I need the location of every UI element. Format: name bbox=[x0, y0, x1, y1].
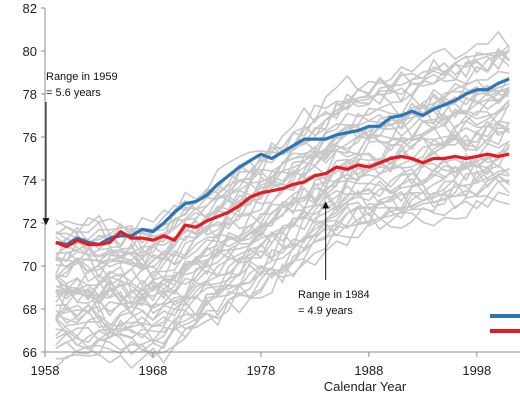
background-series-line bbox=[55, 175, 510, 344]
y-tick-label: 76 bbox=[23, 130, 37, 145]
annotation-1984-arrowhead bbox=[322, 201, 330, 209]
background-series-line bbox=[55, 140, 510, 315]
background-series-line bbox=[55, 169, 510, 355]
annotation-1959: Range in 1959 = 5.6 years bbox=[46, 71, 118, 99]
background-series-line bbox=[55, 191, 510, 360]
annotation-line: Range in 1959 bbox=[46, 71, 118, 83]
legend bbox=[490, 314, 520, 333]
x-tick-label: 1988 bbox=[354, 363, 383, 378]
background-series-line bbox=[55, 127, 510, 300]
background-series-line bbox=[55, 174, 510, 370]
annotation-line: Range in 1984 bbox=[298, 289, 370, 301]
y-tick-label: 78 bbox=[23, 87, 37, 102]
y-tick-label: 66 bbox=[23, 345, 37, 360]
background-series-line bbox=[55, 158, 510, 344]
annotation-1984: Range in 1984 = 4.9 years bbox=[298, 289, 370, 317]
background-series-line bbox=[55, 48, 510, 247]
background-series-line bbox=[55, 147, 510, 333]
background-series-line bbox=[55, 120, 510, 301]
y-tick-label: 82 bbox=[23, 1, 37, 16]
annotation-1959-arrowhead bbox=[42, 218, 50, 226]
highlight-series-group bbox=[55, 77, 510, 249]
background-series-line bbox=[55, 167, 510, 340]
x-tick-label: 1958 bbox=[31, 363, 60, 378]
y-tick-label: 74 bbox=[23, 173, 37, 188]
background-series-line bbox=[55, 70, 510, 257]
x-tick-label: 1978 bbox=[246, 363, 275, 378]
red-series-line bbox=[55, 152, 510, 249]
background-series-line bbox=[55, 168, 510, 360]
y-tick-label: 68 bbox=[23, 302, 37, 317]
x-axis-title: Calendar Year bbox=[324, 379, 407, 394]
annotations: Range in 1959 = 5.6 years Range in 1984 = 4… bbox=[42, 71, 370, 317]
background-series-line bbox=[55, 122, 510, 305]
background-series-group bbox=[55, 30, 510, 370]
y-tick-label: 72 bbox=[23, 216, 37, 231]
x-tick-label: 1968 bbox=[138, 363, 167, 378]
background-series-line bbox=[55, 76, 510, 287]
annotation-line: = 5.6 years bbox=[46, 87, 101, 99]
axes: 66 68 70 72 74 76 78 80 82 1958 1968 1978 1988 1998 bbox=[23, 1, 520, 378]
y-tick-label: 80 bbox=[23, 44, 37, 59]
blue-series-line bbox=[55, 77, 510, 247]
x-tick-label: 1998 bbox=[462, 363, 491, 378]
background-series-line bbox=[55, 152, 510, 333]
annotation-line: = 4.9 years bbox=[298, 305, 353, 317]
y-tick-label: 70 bbox=[23, 259, 37, 274]
background-series-line bbox=[55, 85, 510, 271]
